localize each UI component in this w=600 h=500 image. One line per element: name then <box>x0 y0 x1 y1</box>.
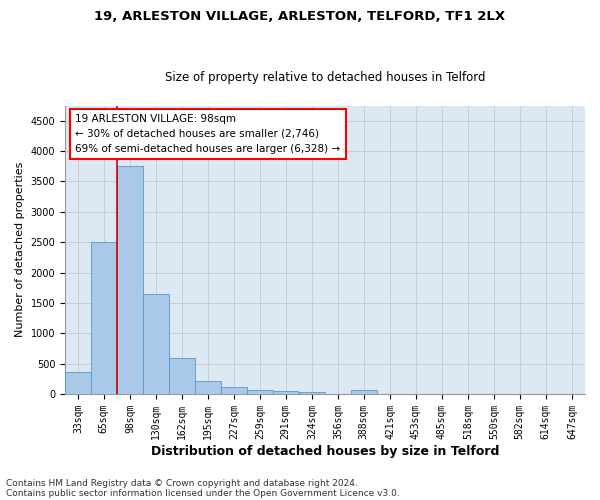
Bar <box>196 380 221 394</box>
Bar <box>143 294 169 394</box>
Text: Contains public sector information licensed under the Open Government Licence v3: Contains public sector information licen… <box>6 488 400 498</box>
Bar <box>299 392 325 394</box>
Bar <box>118 166 143 394</box>
Title: Size of property relative to detached houses in Telford: Size of property relative to detached ho… <box>165 70 485 84</box>
Bar <box>272 391 298 394</box>
Bar <box>247 390 272 394</box>
Bar <box>91 242 116 394</box>
Bar <box>169 358 194 394</box>
Text: Contains HM Land Registry data © Crown copyright and database right 2024.: Contains HM Land Registry data © Crown c… <box>6 478 358 488</box>
Text: 19, ARLESTON VILLAGE, ARLESTON, TELFORD, TF1 2LX: 19, ARLESTON VILLAGE, ARLESTON, TELFORD,… <box>94 10 506 23</box>
Y-axis label: Number of detached properties: Number of detached properties <box>15 162 25 338</box>
Bar <box>65 372 91 394</box>
X-axis label: Distribution of detached houses by size in Telford: Distribution of detached houses by size … <box>151 444 499 458</box>
Bar <box>221 388 247 394</box>
Bar <box>351 390 377 394</box>
Text: 19 ARLESTON VILLAGE: 98sqm
← 30% of detached houses are smaller (2,746)
69% of s: 19 ARLESTON VILLAGE: 98sqm ← 30% of deta… <box>76 114 341 154</box>
